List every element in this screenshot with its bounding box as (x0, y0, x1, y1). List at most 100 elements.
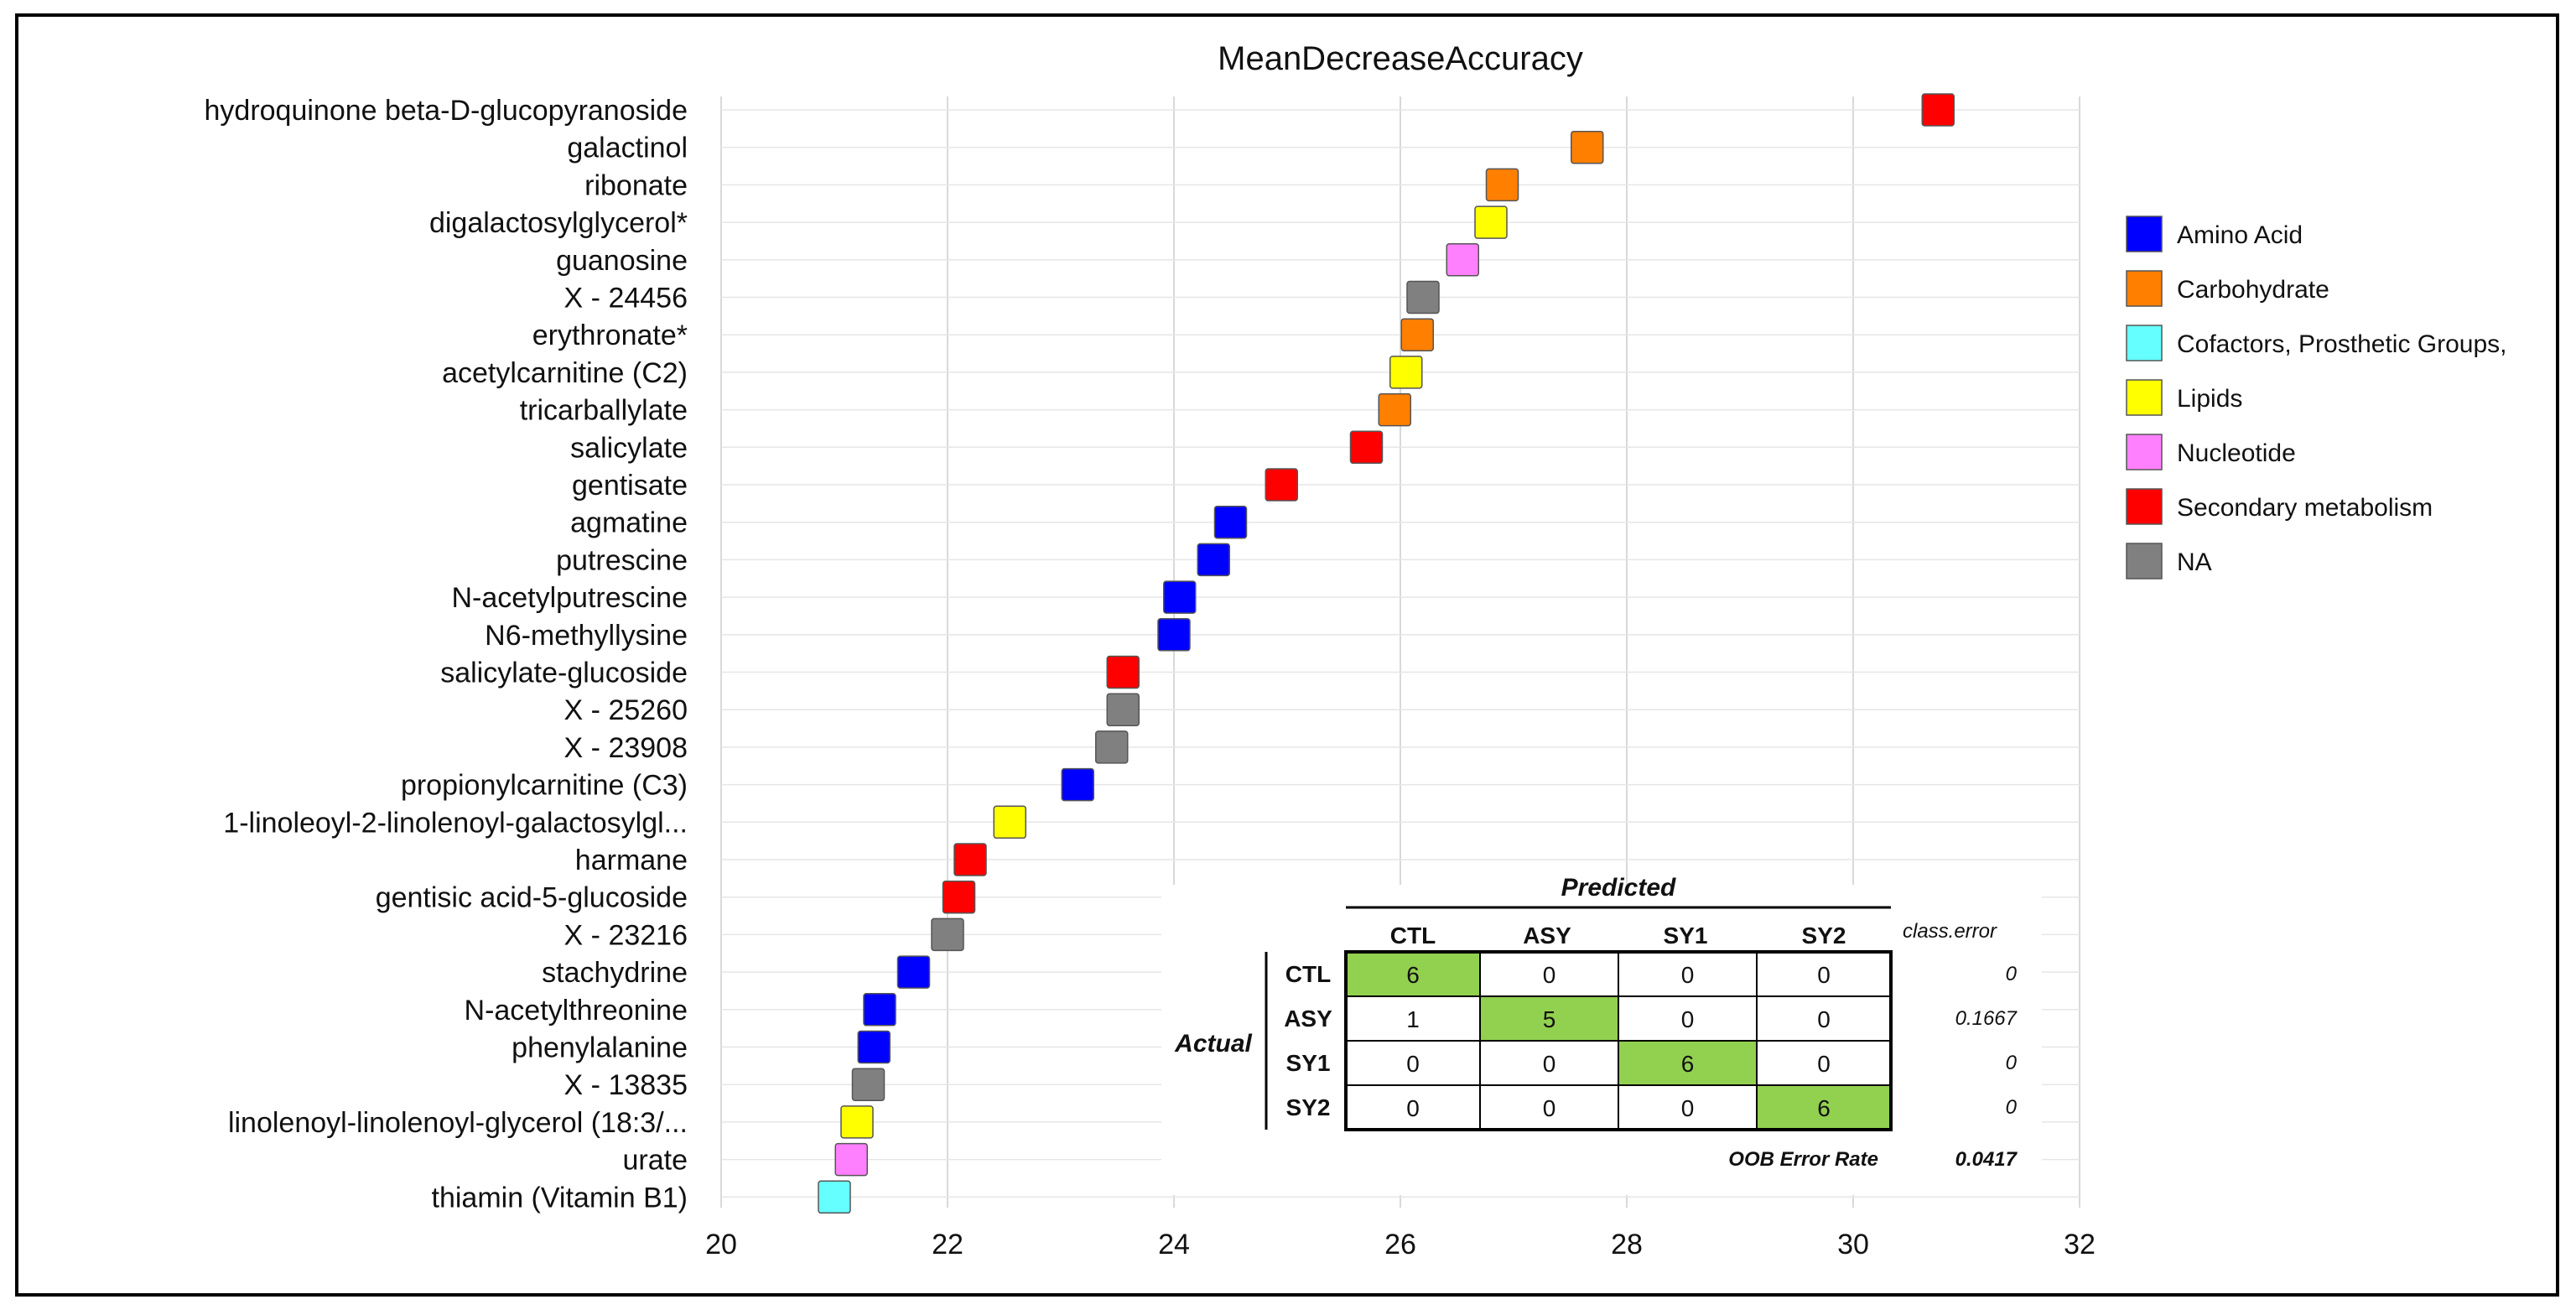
data-point (1921, 93, 1955, 127)
y-label: X - 25260 (564, 694, 688, 726)
data-point (818, 1180, 851, 1214)
data-points (818, 93, 1955, 1214)
matrix-cell (1618, 1084, 1758, 1130)
y-label: N-acetylthreonine (465, 995, 688, 1027)
matrix-cell-value: 0 (1406, 1095, 1420, 1121)
matrix-cell (1479, 951, 1619, 997)
actual-label: Actual (1174, 1030, 1252, 1058)
legend-swatch (2126, 379, 2163, 416)
matrix-cell (1479, 1040, 1619, 1086)
matrix-row-header: ASY (1284, 1006, 1332, 1032)
y-label: acetylcarnitine (C2) (442, 357, 688, 389)
legend-label: Carbohydrate (2177, 276, 2329, 304)
matrix-cell (1345, 1084, 1481, 1130)
matrix-cell-value: 6 (1681, 1051, 1695, 1077)
matrix-cell-value: 6 (1406, 962, 1420, 988)
confusion-matrix: Predicted CTL ASY SY1 SY2 class.error Actual CT… (1161, 874, 2042, 1195)
data-point (1485, 168, 1519, 202)
data-point (1378, 392, 1411, 427)
data-point (851, 1068, 886, 1101)
matrix-cell-value: 0 (1543, 1051, 1556, 1077)
matrix-cell-value: 0 (1817, 1051, 1831, 1077)
legend-swatch (2126, 434, 2163, 470)
y-label: galactinol (567, 133, 688, 164)
data-point (1265, 468, 1298, 502)
figure-frame (15, 13, 2559, 1297)
legend-label: Cofactors, Prosthetic Groups, (2177, 330, 2507, 358)
y-label: salicylate-glucoside (440, 658, 688, 689)
matrix-column-header: ASY (1523, 923, 1571, 949)
data-point (863, 993, 896, 1027)
x-tick-label: 32 (2064, 1229, 2096, 1260)
class-error-value: 0 (2006, 1052, 2018, 1074)
y-label: guanosine (556, 245, 688, 277)
matrix-cell-value: 0 (1817, 962, 1831, 988)
data-point (1406, 280, 1440, 314)
legend-swatch (2126, 325, 2163, 361)
data-point (857, 1030, 891, 1064)
data-point (896, 955, 931, 989)
x-axis-ticks: 20 22 24 26 28 30 32 (705, 1229, 2096, 1260)
y-label: X - 24456 (564, 283, 688, 314)
y-label: X - 23216 (564, 919, 688, 951)
y-label: ribonate (584, 169, 688, 201)
data-point (1061, 767, 1094, 802)
matrix-cell-value: 5 (1543, 1006, 1556, 1032)
class-error-value: 0 (2006, 963, 2018, 985)
data-point (1571, 130, 1604, 164)
matrix-cell-value: 0 (1543, 1095, 1556, 1121)
y-label: hydroquinone beta-D-glucopyranoside (205, 95, 688, 127)
y-label: thiamin (Vitamin B1) (432, 1182, 688, 1214)
legend-swatch (2126, 543, 2163, 580)
x-tick-label: 26 (1384, 1229, 1416, 1260)
x-tick-label: 30 (1837, 1229, 1869, 1260)
predicted-label: Predicted (1561, 874, 1676, 902)
y-label: propionylcarnitine (C3) (401, 770, 688, 802)
matrix-cell (1618, 995, 1758, 1042)
legend-label: Secondary metabolism (2177, 494, 2433, 522)
matrix-cell-value: 6 (1817, 1095, 1831, 1121)
data-point (1389, 356, 1423, 389)
y-label: tricarballylate (520, 395, 688, 427)
y-label: digalactosylglycerol* (429, 207, 688, 239)
y-label: agmatine (570, 507, 688, 539)
data-point (840, 1105, 874, 1139)
matrix-column-header: SY1 (1664, 923, 1708, 949)
y-label: gentisate (572, 470, 688, 502)
class-error-value: 0 (2006, 1096, 2018, 1119)
legend-label: Amino Acid (2177, 221, 2303, 249)
matrix-column-header: CTL (1390, 923, 1436, 949)
data-point (1213, 505, 1248, 539)
x-tick-label: 22 (932, 1229, 963, 1260)
data-point (1446, 243, 1479, 277)
matrix-cell-value: 0 (1543, 962, 1556, 988)
data-point (942, 880, 976, 914)
data-point (953, 843, 987, 876)
y-label: erythronate* (532, 320, 688, 351)
data-point (931, 917, 964, 952)
matrix-cell-value: 1 (1406, 1006, 1420, 1032)
chart-title: MeanDecreaseAccuracy (1218, 40, 1583, 77)
data-point (1163, 580, 1197, 614)
y-label: 1-linoleoyl-2-linolenoyl-galactosylgl... (223, 807, 688, 839)
matrix-cell-value: 0 (1817, 1006, 1831, 1032)
matrix-row-header: CTL (1285, 961, 1331, 987)
matrix-row-header: SY1 (1286, 1050, 1331, 1076)
oob-label: OOB Error Rate (1728, 1148, 1878, 1171)
x-tick-label: 20 (705, 1229, 737, 1260)
y-label: stachydrine (542, 957, 688, 989)
y-label: harmane (575, 845, 688, 876)
matrix-cell (1345, 995, 1481, 1042)
y-label: gentisic acid-5-glucoside (376, 882, 688, 914)
data-point (1095, 730, 1129, 764)
data-point (1400, 318, 1434, 351)
matrix-cell-value: 0 (1406, 1051, 1420, 1077)
class-error-header: class.error (1903, 920, 1997, 943)
y-label: phenylalanine (512, 1032, 688, 1064)
matrix-border (1344, 950, 1893, 1131)
data-point (834, 1142, 868, 1177)
x-tick-label: 24 (1158, 1229, 1190, 1260)
oob-value: 0.0417 (1955, 1148, 2018, 1171)
y-label: N6-methyllysine (485, 620, 688, 652)
